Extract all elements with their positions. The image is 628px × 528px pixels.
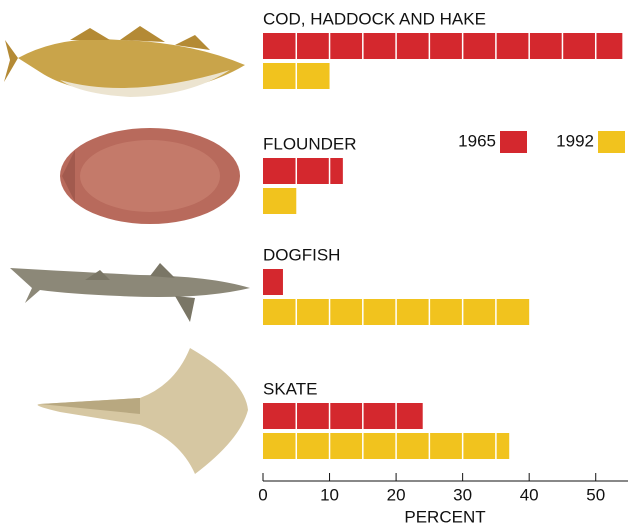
- legend-label: 1992: [556, 131, 594, 150]
- skate-illustration: [37, 348, 248, 474]
- bar: [263, 403, 423, 429]
- category-label: DOGFISH: [263, 245, 340, 264]
- category-label: SKATE: [263, 379, 317, 398]
- category-label: FLOUNDER: [263, 134, 357, 153]
- x-tick-label: 20: [387, 485, 406, 504]
- plot-area: COD, HADDOCK AND HAKE FLOUNDER DOGFISH SKAT…: [258, 9, 628, 504]
- bar: [263, 269, 283, 295]
- x-tick-label: 50: [586, 485, 605, 504]
- x-tick-label: 10: [320, 485, 339, 504]
- dogfish-illustration: [10, 263, 250, 322]
- flounder-illustration: [60, 128, 240, 224]
- x-axis-label: PERCENT: [404, 507, 485, 526]
- x-tick-label: 30: [453, 485, 472, 504]
- bar: [263, 433, 510, 459]
- cod-illustration: [4, 26, 245, 97]
- category-label: COD, HADDOCK AND HAKE: [263, 9, 486, 28]
- x-tick-label: 40: [520, 485, 539, 504]
- bar: [263, 33, 623, 59]
- legend-label: 1965: [458, 131, 496, 150]
- bar: [263, 188, 297, 214]
- x-tick-label: 0: [258, 485, 267, 504]
- legend-swatch: [598, 131, 625, 153]
- bar: [263, 158, 343, 184]
- legend-swatch: [500, 131, 527, 153]
